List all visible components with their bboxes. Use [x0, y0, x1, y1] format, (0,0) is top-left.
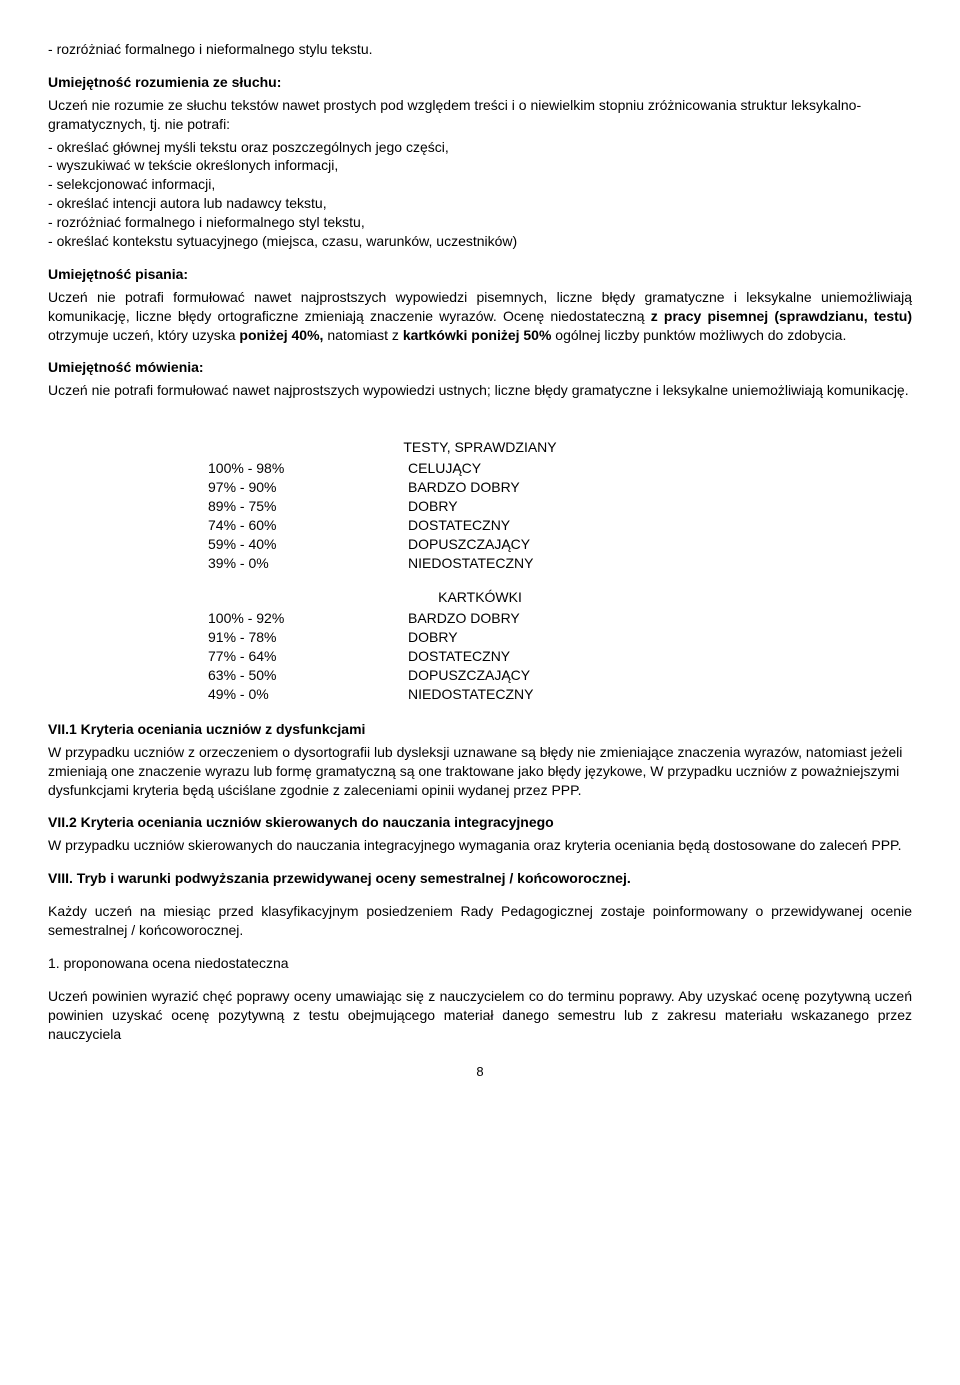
- grade-range: 100% - 98%: [208, 459, 408, 478]
- bullet-item: rozróżniać formalnego i nieformalnego st…: [48, 213, 912, 232]
- grade-label: DOSTATECZNY: [408, 647, 912, 666]
- grade-row: 77% - 64%DOSTATECZNY: [208, 647, 912, 666]
- vii2-section: VII.2 Kryteria oceniania uczniów skierow…: [48, 813, 912, 855]
- grade-label: DOBRY: [408, 497, 912, 516]
- tests-table: TESTY, SPRAWDZIANY 100% - 98%CELUJĄCY 97…: [208, 438, 912, 572]
- grade-row: 97% - 90%BARDZO DOBRY: [208, 478, 912, 497]
- vii1-section: VII.1 Kryteria oceniania uczniów z dysfu…: [48, 720, 912, 800]
- text-span-bold: z pracy pisemnej (sprawdzianu, testu): [651, 308, 912, 324]
- viii-para-section: Każdy uczeń na miesiąc przed klasyfikacy…: [48, 902, 912, 940]
- grade-label: DOBRY: [408, 628, 912, 647]
- vii1-para: W przypadku uczniów z orzeczeniem o dyso…: [48, 743, 912, 800]
- vii1-heading: VII.1 Kryteria oceniania uczniów z dysfu…: [48, 720, 912, 739]
- grade-range: 100% - 92%: [208, 609, 408, 628]
- grade-row: 100% - 92%BARDZO DOBRY: [208, 609, 912, 628]
- writing-section: Umiejętność pisania: Uczeń nie potrafi f…: [48, 265, 912, 345]
- grade-range: 74% - 60%: [208, 516, 408, 535]
- grade-label: NIEDOSTATECZNY: [408, 554, 912, 573]
- quizzes-table: KARTKÓWKI 100% - 92%BARDZO DOBRY 91% - 7…: [208, 588, 912, 703]
- point1-section: 1. proponowana ocena niedostateczna: [48, 954, 912, 973]
- point1-heading: 1. proponowana ocena niedostateczna: [48, 954, 912, 973]
- grade-row: 59% - 40%DOPUSZCZAJĄCY: [208, 535, 912, 554]
- grade-range: 97% - 90%: [208, 478, 408, 497]
- grade-range: 91% - 78%: [208, 628, 408, 647]
- quizzes-title: KARTKÓWKI: [48, 588, 912, 607]
- tests-title: TESTY, SPRAWDZIANY: [48, 438, 912, 457]
- bullet-item: rozróżniać formalnego i nieformalnego st…: [48, 40, 912, 59]
- point1-para-section: Uczeń powinien wyrazić chęć poprawy ocen…: [48, 987, 912, 1044]
- grade-label: BARDZO DOBRY: [408, 478, 912, 497]
- spacer: [48, 414, 912, 434]
- viii-section: VIII. Tryb i warunki podwyższania przewi…: [48, 869, 912, 888]
- grade-label: CELUJĄCY: [408, 459, 912, 478]
- listening-heading: Umiejętność rozumienia ze słuchu:: [48, 73, 912, 92]
- grade-range: 77% - 64%: [208, 647, 408, 666]
- speaking-heading: Umiejętność mówienia:: [48, 358, 912, 377]
- speaking-para: Uczeń nie potrafi formułować nawet najpr…: [48, 381, 912, 400]
- text-span-bold: kartkówki poniżej 50%: [403, 327, 552, 343]
- grade-row: 74% - 60%DOSTATECZNY: [208, 516, 912, 535]
- grade-range: 49% - 0%: [208, 685, 408, 704]
- bullet-item: selekcjonować informacji,: [48, 175, 912, 194]
- text-span: natomiast z: [323, 327, 402, 343]
- page-number: 8: [48, 1063, 912, 1081]
- listening-section: Umiejętność rozumienia ze słuchu: Uczeń …: [48, 73, 912, 251]
- viii-para: Każdy uczeń na miesiąc przed klasyfikacy…: [48, 902, 912, 940]
- grade-label: NIEDOSTATECZNY: [408, 685, 912, 704]
- text-span-bold: poniżej 40%,: [239, 327, 323, 343]
- grade-label: BARDZO DOBRY: [408, 609, 912, 628]
- bullet-item: wyszukiwać w tekście określonych informa…: [48, 156, 912, 175]
- text-span: otrzymuje uczeń, który uzyska: [48, 327, 239, 343]
- listening-list: określać głównej myśli tekstu oraz poszc…: [48, 138, 912, 251]
- grade-range: 63% - 50%: [208, 666, 408, 685]
- grade-label: DOPUSZCZAJĄCY: [408, 535, 912, 554]
- speaking-section: Umiejętność mówienia: Uczeń nie potrafi …: [48, 358, 912, 400]
- vii2-heading: VII.2 Kryteria oceniania uczniów skierow…: [48, 813, 912, 832]
- bullet-item: określać kontekstu sytuacyjnego (miejsca…: [48, 232, 912, 251]
- grade-row: 89% - 75%DOBRY: [208, 497, 912, 516]
- grade-label: DOPUSZCZAJĄCY: [408, 666, 912, 685]
- point1-para: Uczeń powinien wyrazić chęć poprawy ocen…: [48, 987, 912, 1044]
- grade-row: 39% - 0%NIEDOSTATECZNY: [208, 554, 912, 573]
- grade-range: 39% - 0%: [208, 554, 408, 573]
- writing-heading: Umiejętność pisania:: [48, 265, 912, 284]
- grade-label: DOSTATECZNY: [408, 516, 912, 535]
- intro-bullet: rozróżniać formalnego i nieformalnego st…: [48, 40, 912, 59]
- grade-row: 63% - 50%DOPUSZCZAJĄCY: [208, 666, 912, 685]
- text-span: ogólnej liczby punktów możliwych do zdob…: [551, 327, 846, 343]
- bullet-item: określać głównej myśli tekstu oraz poszc…: [48, 138, 912, 157]
- grade-row: 91% - 78%DOBRY: [208, 628, 912, 647]
- grade-range: 89% - 75%: [208, 497, 408, 516]
- grade-row: 100% - 98%CELUJĄCY: [208, 459, 912, 478]
- viii-heading: VIII. Tryb i warunki podwyższania przewi…: [48, 869, 912, 888]
- listening-para: Uczeń nie rozumie ze słuchu tekstów nawe…: [48, 96, 912, 134]
- bullet-item: określać intencji autora lub nadawcy tek…: [48, 194, 912, 213]
- grade-range: 59% - 40%: [208, 535, 408, 554]
- grade-row: 49% - 0%NIEDOSTATECZNY: [208, 685, 912, 704]
- writing-para: Uczeń nie potrafi formułować nawet najpr…: [48, 288, 912, 345]
- vii2-para: W przypadku uczniów skierowanych do nauc…: [48, 836, 912, 855]
